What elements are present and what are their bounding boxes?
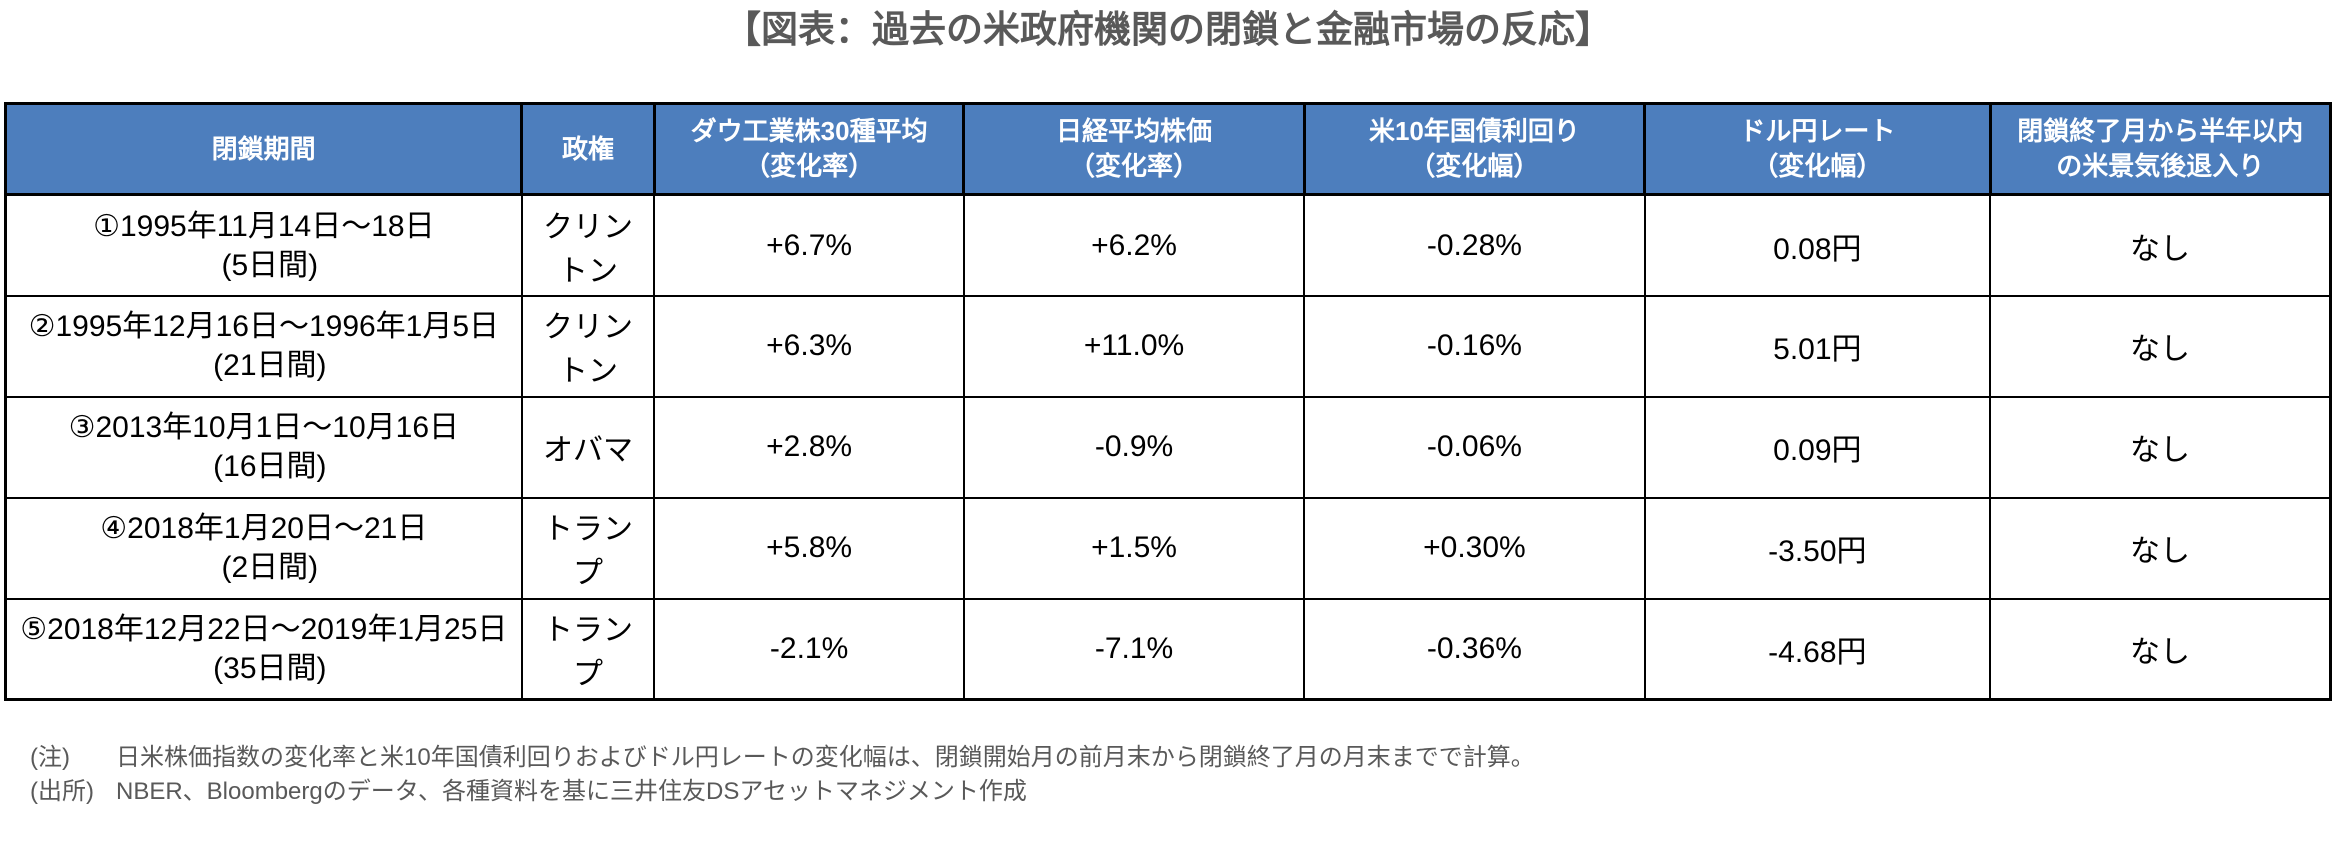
table-header: 閉鎖期間 政権 ダウ工業株30種平均 （変化率） 日経平均株価 （変化率） 米1… — [3, 102, 2333, 197]
header-line1: 閉鎖終了月から半年以内 — [2017, 116, 2304, 147]
note-text: 日米株価指数の変化率と米10年国債利回りおよびドル円レートの変化幅は、閉鎖開始月… — [116, 744, 1535, 772]
cell-usdjpy-change: 0.08円 — [1643, 193, 1992, 297]
cell-usdjpy-change: -3.50円 — [1643, 496, 1992, 600]
cell-dow-change: -2.1% — [653, 597, 965, 701]
cell-administration: クリントン — [520, 294, 656, 398]
cell-nikkei-change: +1.5% — [962, 496, 1306, 600]
cell-administration: オバマ — [520, 395, 656, 499]
header-line2: （変化率） — [744, 151, 875, 182]
header-line2: （変化幅） — [1409, 151, 1540, 182]
figure-page: 【図表：過去の米政府機関の閉鎖と金融市場の反応】 閉鎖期間 政権 ダウ工業株30… — [0, 8, 2336, 846]
source-text: NBER、Bloombergのデータ、各種資料を基に三井住友DSアセットマネジメ… — [116, 778, 1027, 806]
cell-ust10y-change: -0.36% — [1303, 597, 1646, 701]
table-row: ③2013年10月1日～10月16日 (16日間) オバマ +2.8% -0.9… — [4, 395, 2332, 499]
header-line2: （変化幅） — [1752, 151, 1883, 182]
cell-nikkei-change: -7.1% — [962, 597, 1306, 701]
table-row: ①1995年11月14日～18日 (5日間) クリントン +6.7% +6.2%… — [4, 193, 2332, 297]
cell-recession: なし — [1989, 395, 2332, 499]
header-line1: 閉鎖期間 — [211, 133, 316, 164]
cell-usdjpy-change: 5.01円 — [1643, 294, 1992, 398]
shutdown-market-table: 閉鎖期間 政権 ダウ工業株30種平均 （変化率） 日経平均株価 （変化率） 米1… — [3, 102, 2333, 702]
cell-recession: なし — [1989, 294, 2332, 398]
cell-nikkei-change: -0.9% — [962, 395, 1306, 499]
cell-nikkei-change: +6.2% — [962, 193, 1306, 297]
cell-shutdown-period: ⑤2018年12月22日～2019年1月25日 (35日間) — [4, 597, 523, 701]
figure-title: 【図表：過去の米政府機関の閉鎖と金融市場の反応】 — [724, 9, 1612, 50]
footnotes: (注) 日米株価指数の変化率と米10年国債利回りおよびドル円レートの変化幅は、閉鎖… — [30, 741, 2336, 809]
cell-recession: なし — [1989, 193, 2332, 297]
cell-dow-change: +6.7% — [653, 193, 965, 297]
cell-shutdown-period: ④2018年1月20日～21日 (2日間) — [4, 496, 523, 600]
header-line2: （変化率） — [1069, 151, 1200, 182]
period-dates: ①1995年11月14日～18日 — [93, 209, 435, 243]
cell-shutdown-period: ③2013年10月1日～10月16日 (16日間) — [4, 395, 523, 499]
cell-recession: なし — [1989, 597, 2332, 701]
table-header-row: 閉鎖期間 政権 ダウ工業株30種平均 （変化率） 日経平均株価 （変化率） 米1… — [3, 102, 2333, 197]
period-dates: ④2018年1月20日～21日 — [100, 512, 428, 546]
cell-dow-change: +5.8% — [653, 496, 965, 600]
cell-usdjpy-change: -4.68円 — [1643, 597, 1992, 701]
header-line1: ダウ工業株30種平均 — [690, 116, 928, 147]
cell-usdjpy-change: 0.09円 — [1643, 395, 1992, 499]
note-calculation: (注) 日米株価指数の変化率と米10年国債利回りおよびドル円レートの変化幅は、閉鎖… — [30, 741, 2336, 775]
note-label: (注) — [30, 744, 70, 772]
period-duration: (16日間) — [213, 450, 327, 484]
cell-administration: トランプ — [520, 597, 656, 701]
table-row: ②1995年12月16日～1996年1月5日 (21日間) クリントン +6.3… — [4, 294, 2332, 398]
header-administration: 政権 — [520, 102, 656, 197]
period-duration: (21日間) — [213, 349, 327, 383]
period-duration: (5日間) — [221, 248, 319, 282]
period-duration: (35日間) — [213, 652, 327, 686]
header-usdjpy-change: ドル円レート （変化幅） — [1643, 102, 1992, 197]
header-line1: 政権 — [562, 133, 615, 164]
period-dates: ⑤2018年12月22日～2019年1月25日 — [20, 613, 508, 647]
period-dates: ②1995年12月16日～1996年1月5日 — [28, 310, 500, 344]
cell-dow-change: +2.8% — [653, 395, 965, 499]
header-line1: 米10年国債利回り — [1368, 116, 1580, 147]
cell-nikkei-change: +11.0% — [962, 294, 1306, 398]
header-recession: 閉鎖終了月から半年以内 の米景気後退入り — [1988, 102, 2333, 197]
cell-shutdown-period: ②1995年12月16日～1996年1月5日 (21日間) — [4, 294, 523, 398]
cell-ust10y-change: -0.28% — [1303, 193, 1646, 297]
cell-ust10y-change: -0.16% — [1303, 294, 1646, 398]
table-row: ④2018年1月20日～21日 (2日間) トランプ +5.8% +1.5% +… — [4, 496, 2332, 600]
header-line2: の米景気後退入り — [2056, 151, 2265, 182]
cell-ust10y-change: -0.06% — [1303, 395, 1646, 499]
header-line1: ドル円レート — [1739, 116, 1896, 147]
cell-ust10y-change: +0.30% — [1303, 496, 1646, 600]
table-body: ①1995年11月14日～18日 (5日間) クリントン +6.7% +6.2%… — [4, 193, 2332, 701]
period-dates: ③2013年10月1日～10月16日 — [68, 411, 460, 445]
header-ust10y-change: 米10年国債利回り （変化幅） — [1302, 102, 1647, 197]
header-line1: 日経平均株価 — [1056, 116, 1213, 147]
cell-recession: なし — [1989, 496, 2332, 600]
cell-administration: クリントン — [520, 193, 656, 297]
header-shutdown-period: 閉鎖期間 — [3, 102, 524, 197]
cell-administration: トランプ — [520, 496, 656, 600]
cell-shutdown-period: ①1995年11月14日～18日 (5日間) — [4, 193, 523, 297]
table-row: ⑤2018年12月22日～2019年1月25日 (35日間) トランプ -2.1… — [4, 597, 2332, 701]
note-source: (出所) NBER、Bloombergのデータ、各種資料を基に三井住友DSアセット… — [30, 775, 2336, 809]
header-dow-change: ダウ工業株30種平均 （変化率） — [652, 102, 966, 197]
cell-dow-change: +6.3% — [653, 294, 965, 398]
period-duration: (2日間) — [221, 551, 319, 585]
source-label: (出所) — [30, 778, 94, 806]
header-nikkei-change: 日経平均株価 （変化率） — [962, 102, 1306, 197]
